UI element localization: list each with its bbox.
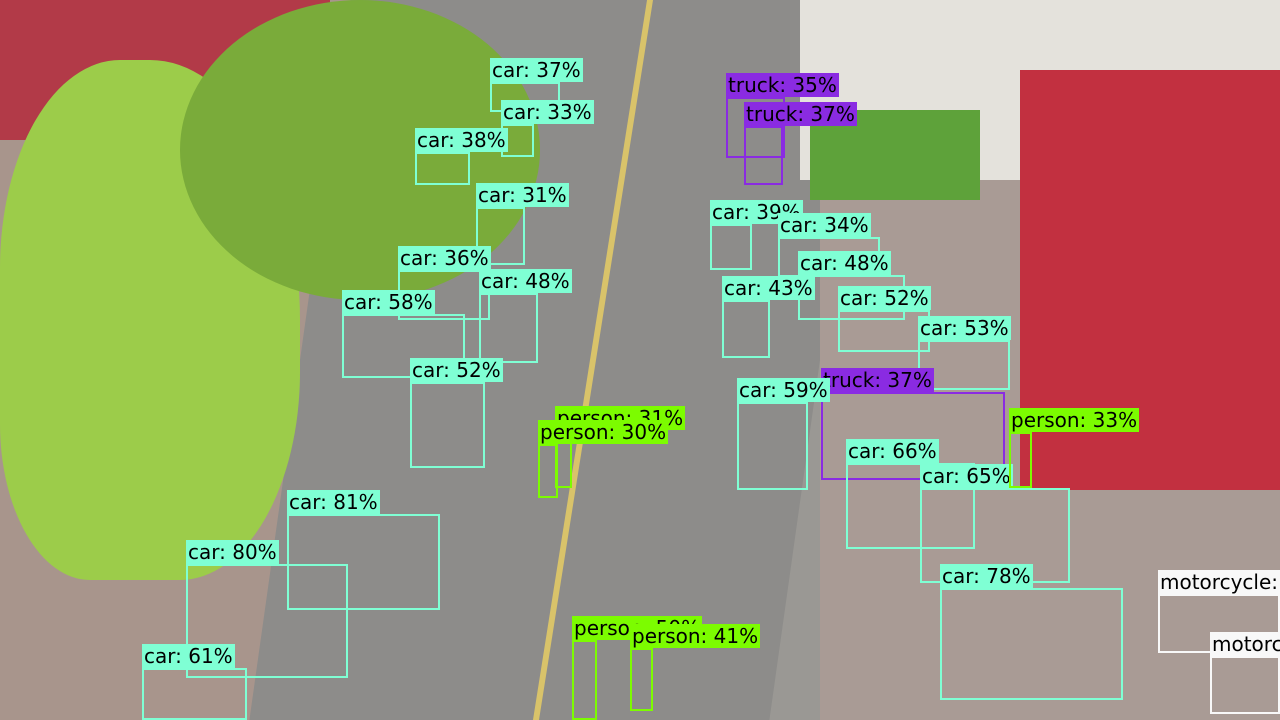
detection-label: car: 48% xyxy=(479,269,572,293)
detection-box: car: 53% xyxy=(918,316,1011,390)
detection-box: car: 36% xyxy=(398,246,491,320)
detection-box: person: 41% xyxy=(630,624,761,711)
detection-label: car: 80% xyxy=(186,540,279,564)
detection-label: car: 78% xyxy=(940,564,1033,588)
detection-box: car: 39% xyxy=(710,200,803,270)
detection-box: truck: 37% xyxy=(744,102,857,185)
detection-box: person: 50% xyxy=(572,616,703,720)
detection-label: car: 59% xyxy=(737,378,830,402)
detection-label: person: 41% xyxy=(630,624,761,648)
detection-label: car: 66% xyxy=(846,439,939,463)
detection-label: car: 36% xyxy=(398,246,491,270)
detection-label: person: 30% xyxy=(538,420,669,444)
detection-label: car: 53% xyxy=(918,316,1011,340)
detection-box: car: 48% xyxy=(798,251,905,320)
detection-label: motorcycle: xyxy=(1210,632,1280,656)
detection-box: car: 59% xyxy=(737,378,830,490)
detection-label: car: 38% xyxy=(415,128,508,152)
detection-label: person: 33% xyxy=(1009,408,1140,432)
detection-box: car: 81% xyxy=(287,490,440,610)
detection-box: car: 34% xyxy=(778,213,880,277)
detection-label: car: 61% xyxy=(142,644,235,668)
detection-box: truck: 35% xyxy=(726,73,839,158)
detection-box: person: 30% xyxy=(538,420,669,498)
detection-box: motorcycle: xyxy=(1158,570,1280,653)
detection-box: car: 80% xyxy=(186,540,348,678)
detection-label: truck: 37% xyxy=(744,102,857,126)
detection-box: car: 31% xyxy=(476,183,569,265)
detection-label: car: 43% xyxy=(722,276,815,300)
detection-label: car: 81% xyxy=(287,490,380,514)
detection-box: truck: 37% xyxy=(821,368,1005,480)
detection-label: truck: 37% xyxy=(821,368,934,392)
detection-box: car: 38% xyxy=(415,128,508,185)
detection-box: car: 65% xyxy=(920,464,1070,583)
detection-label: car: 34% xyxy=(778,213,871,237)
detection-box: car: 52% xyxy=(838,286,931,352)
detection-box: person: 33% xyxy=(1009,408,1140,488)
detection-label: car: 37% xyxy=(490,58,583,82)
detection-label: car: 48% xyxy=(798,251,891,275)
detection-label: car: 58% xyxy=(342,290,435,314)
detection-box: car: 66% xyxy=(846,439,975,549)
detection-label: car: 52% xyxy=(410,358,503,382)
detection-label: motorcycle: xyxy=(1158,570,1280,594)
detection-box: motorcycle: xyxy=(1210,632,1280,714)
detection-label: car: 65% xyxy=(920,464,1013,488)
detection-box: car: 33% xyxy=(501,100,594,157)
detection-box: car: 58% xyxy=(342,290,465,378)
detection-box: car: 52% xyxy=(410,358,503,468)
detection-box: car: 43% xyxy=(722,276,815,358)
detection-box: car: 48% xyxy=(479,269,572,363)
detection-box: car: 61% xyxy=(142,644,247,720)
detection-box: car: 78% xyxy=(940,564,1123,700)
detection-label: car: 52% xyxy=(838,286,931,310)
detection-label: car: 33% xyxy=(501,100,594,124)
detection-label: car: 31% xyxy=(476,183,569,207)
detection-label: car: 39% xyxy=(710,200,803,224)
detection-label: truck: 35% xyxy=(726,73,839,97)
